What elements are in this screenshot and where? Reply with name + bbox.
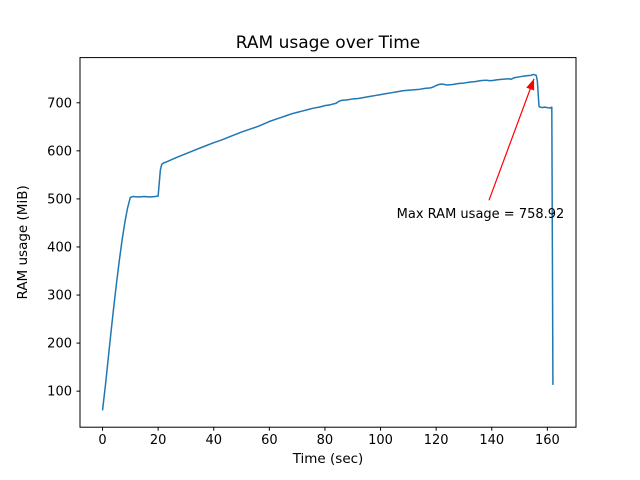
max-annotation-arrow [488,78,535,201]
y-axis-label: RAM usage (MiB) [15,185,31,299]
y-tick-label: 400 [47,240,72,255]
x-tick-label: 60 [261,433,278,448]
ram-usage-line [101,73,554,411]
axes-spines [79,57,577,428]
x-tick-label: 120 [424,433,449,448]
x-axis-label: Time (sec) [292,451,364,467]
x-tick-label: 0 [98,433,106,448]
y-tick-label: 300 [47,289,72,304]
y-tick-label: 200 [47,337,72,352]
max-annotation-arrowhead [526,78,535,91]
x-tick-label: 80 [317,433,334,448]
x-tick-label: 160 [535,433,560,448]
y-tick-label: 500 [47,192,72,207]
y-tick-label: 700 [47,96,72,111]
y-tick-label: 600 [47,144,72,159]
y-tick-label: 100 [47,385,72,400]
x-tick-label: 40 [205,433,222,448]
max-annotation-text: Max RAM usage = 758.92 [397,207,565,222]
chart-title: RAM usage over Time [236,33,420,53]
x-tick-label: 100 [368,433,393,448]
x-tick-label: 20 [150,433,167,448]
x-tick-label: 140 [479,433,504,448]
